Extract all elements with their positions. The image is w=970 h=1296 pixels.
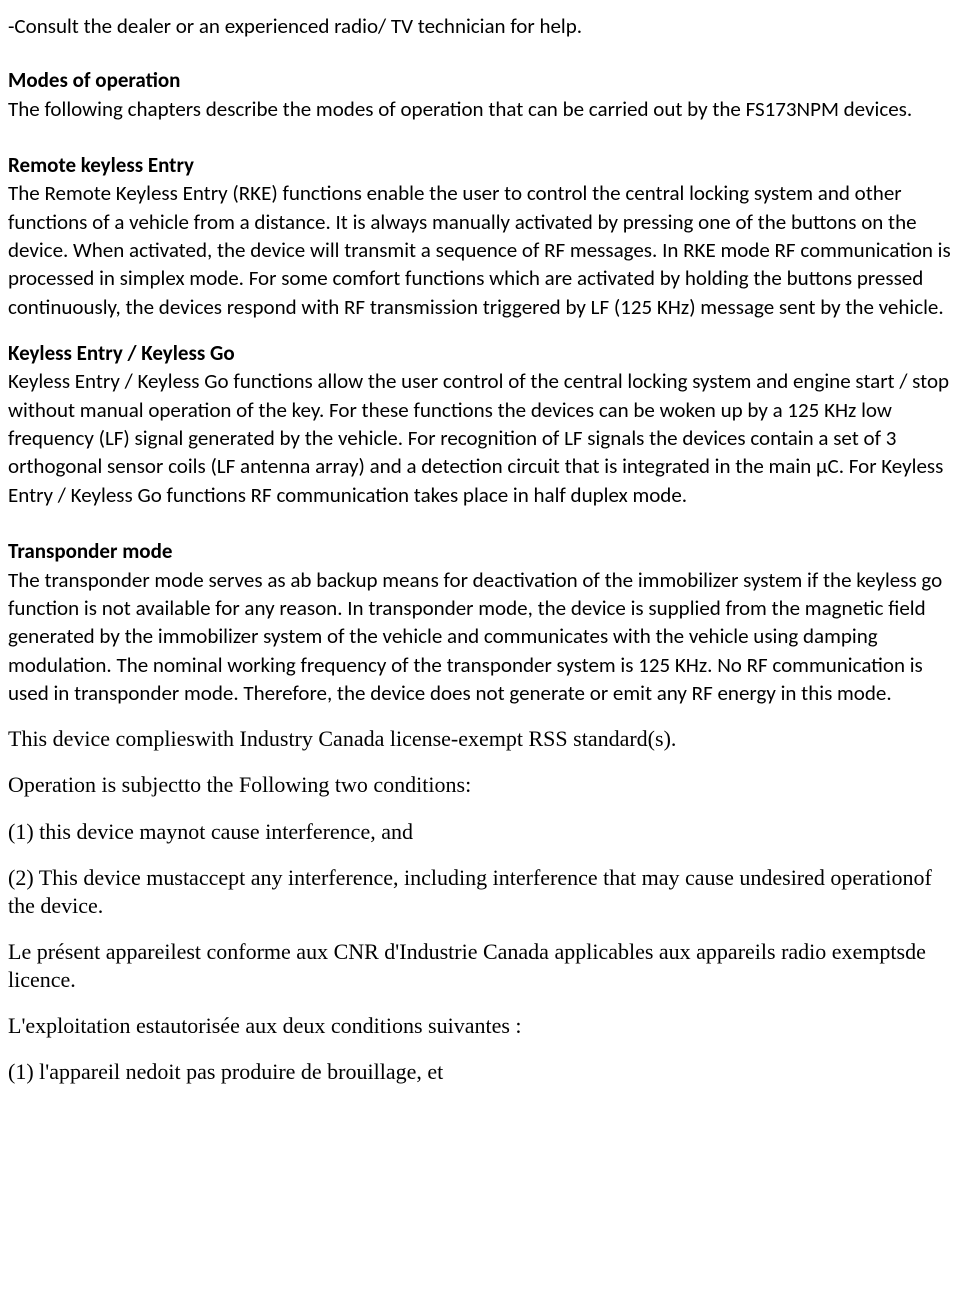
consult-line: -Consult the dealer or an experienced ra… xyxy=(8,12,962,40)
heading-rke: Remote keyless Entry xyxy=(8,151,962,179)
fr-compliance-1: Le présent appareilest conforme aux CNR … xyxy=(8,938,962,994)
ic-compliance-4: (2) This device mustaccept any interfere… xyxy=(8,864,962,920)
body-kek: Keyless Entry / Keyless Go functions all… xyxy=(8,367,962,509)
heading-kek: Keyless Entry / Keyless Go xyxy=(8,339,962,367)
gap xyxy=(8,141,962,151)
gap xyxy=(8,527,962,537)
document-body: -Consult the dealer or an experienced ra… xyxy=(8,12,962,1087)
body-rke: The Remote Keyless Entry (RKE) functions… xyxy=(8,179,962,321)
section-rke: Remote keyless Entry The Remote Keyless … xyxy=(8,151,962,321)
heading-transponder: Transponder mode xyxy=(8,537,962,565)
body-transponder: The transponder mode serves as ab backup… xyxy=(8,566,962,708)
section-modes: Modes of operation The following chapter… xyxy=(8,66,962,123)
fr-compliance-3: (1) l'appareil nedoit pas produire de br… xyxy=(8,1058,962,1086)
section-transponder: Transponder mode The transponder mode se… xyxy=(8,537,962,707)
gap xyxy=(8,44,962,66)
ic-compliance-2: Operation is subjectto the Following two… xyxy=(8,771,962,799)
fr-compliance-2: L'exploitation estautorisée aux deux con… xyxy=(8,1012,962,1040)
body-modes: The following chapters describe the mode… xyxy=(8,95,962,123)
heading-modes: Modes of operation xyxy=(8,66,962,94)
ic-compliance-1: This device complieswith Industry Canada… xyxy=(8,725,962,753)
section-kek: Keyless Entry / Keyless Go Keyless Entry… xyxy=(8,339,962,509)
ic-compliance-3: (1) this device maynot cause interferenc… xyxy=(8,818,962,846)
